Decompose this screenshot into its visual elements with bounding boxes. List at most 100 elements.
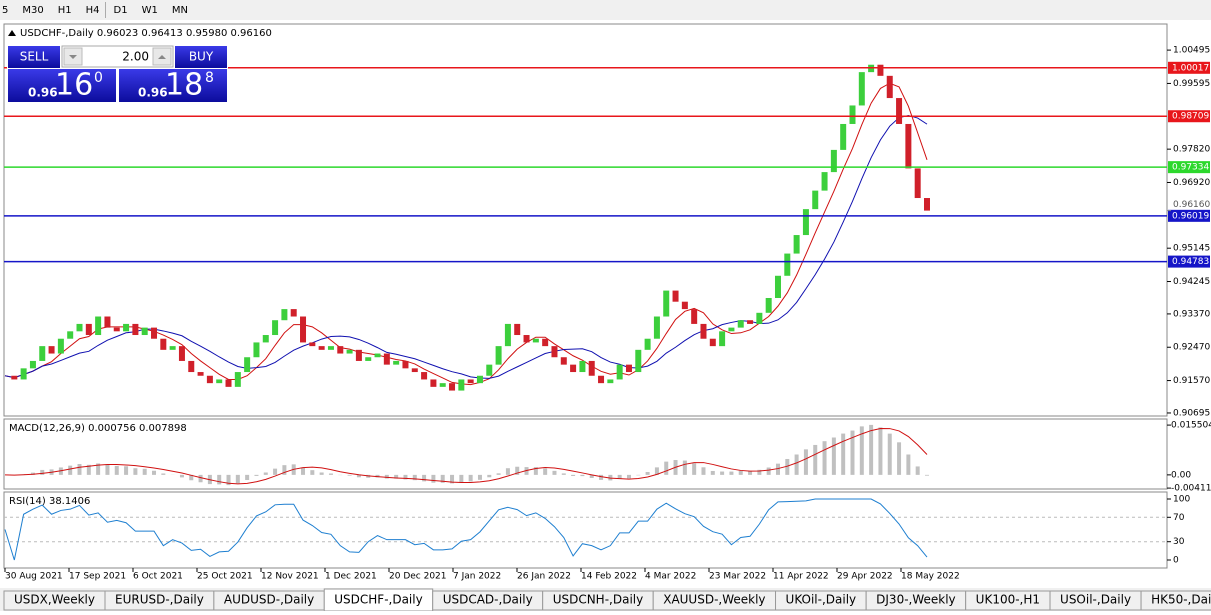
x-tick-label: 1 Dec 2021 <box>325 572 377 582</box>
ask-pips: 18 <box>165 68 203 103</box>
candle <box>393 361 399 365</box>
y-tick-label: 0.99595 <box>1173 79 1210 89</box>
macd-bar <box>692 463 696 475</box>
macd-bar <box>264 472 268 474</box>
candle <box>170 346 176 350</box>
candle <box>123 324 129 331</box>
candle <box>300 317 306 343</box>
tab-label: HK50-,Daily <box>1151 593 1211 607</box>
timeframe[interactable]: H1 <box>58 5 72 16</box>
macd-bar <box>348 475 352 476</box>
tab-label: USDCNH-,Daily <box>553 593 644 607</box>
trade-panel: SELL 2.00 BUY 0.96 16 0 0.96 18 8 <box>7 45 228 103</box>
candle <box>375 354 381 358</box>
candle <box>822 172 828 191</box>
x-tick-label: 25 Oct 2021 <box>197 572 253 582</box>
macd-bar <box>646 472 650 475</box>
x-tick-label: 12 Nov 2021 <box>261 572 319 582</box>
macd-bar <box>320 472 324 474</box>
timeframe[interactable]: M30 <box>22 5 43 16</box>
level-label: 0.97334 <box>1172 163 1209 173</box>
candle <box>402 361 408 368</box>
candle <box>794 235 800 254</box>
macd-bar <box>385 475 389 479</box>
candle <box>905 124 911 168</box>
macd-bar <box>422 475 426 481</box>
macd-bar <box>40 470 44 475</box>
candle <box>188 361 194 372</box>
candle <box>430 379 436 386</box>
candle <box>551 346 557 357</box>
macd-label: MACD(12,26,9) 0.000756 0.007898 <box>9 423 187 434</box>
candle <box>160 339 166 350</box>
x-tick-label: 6 Oct 2021 <box>133 572 183 582</box>
macd-bar <box>664 462 668 475</box>
timeframe[interactable]: W1 <box>142 5 158 16</box>
tab-label: USDX,Weekly <box>14 593 95 607</box>
tab-label: UK100-,H1 <box>976 593 1040 607</box>
candle <box>887 76 893 98</box>
candle <box>253 342 259 357</box>
macd-bar <box>888 434 892 475</box>
macd-bar <box>254 475 258 476</box>
y-tick-label: 0.91570 <box>1173 376 1210 386</box>
level-label: 0.98709 <box>1172 112 1209 122</box>
macd-bar <box>199 475 203 482</box>
x-tick-label: 11 Apr 2022 <box>773 572 829 582</box>
candle <box>626 365 632 372</box>
candle <box>533 339 539 343</box>
macd-bar <box>236 475 240 483</box>
macd-bar <box>105 464 109 474</box>
candle <box>607 379 613 383</box>
candle <box>114 328 120 332</box>
candle <box>142 328 148 335</box>
candle <box>570 365 576 372</box>
timeframe[interactable]: H4 <box>86 5 100 16</box>
candle <box>291 309 297 316</box>
timeframe[interactable]: MN <box>172 5 188 16</box>
y-tick-label: 1.00495 <box>1173 46 1210 56</box>
y-tick-label: -0.004118 <box>1171 484 1211 494</box>
macd-bar <box>627 475 631 479</box>
macd-bar <box>143 469 147 475</box>
candle <box>877 65 883 76</box>
buy-text: BUY <box>189 50 214 64</box>
candle <box>589 361 595 376</box>
macd-bar <box>124 466 128 475</box>
y-tick-label: 0.90695 <box>1173 408 1210 418</box>
timeframe[interactable]: D1 <box>114 5 128 16</box>
candle <box>803 209 809 235</box>
candle <box>309 342 315 346</box>
timeframe[interactable]: 5 <box>2 5 8 16</box>
candle <box>337 346 343 353</box>
candle <box>840 124 846 150</box>
candle <box>691 309 697 324</box>
macd-bar <box>599 475 603 480</box>
candle <box>226 379 232 386</box>
y-tick-label: 0.015504 <box>1171 421 1211 431</box>
rsi-label: RSI(14) 38.1406 <box>9 496 90 507</box>
tab-label: EURUSD-,Daily <box>115 593 204 607</box>
tab-label: UKOil-,Daily <box>786 593 857 607</box>
candle <box>440 383 446 387</box>
macd-bar <box>683 461 687 475</box>
candle <box>67 331 73 338</box>
macd-bar <box>897 442 901 475</box>
candle <box>21 368 27 379</box>
macd-bar <box>329 474 333 475</box>
candle <box>235 372 241 387</box>
macd-bar <box>869 425 873 475</box>
x-tick-label: 30 Aug 2021 <box>5 572 63 582</box>
tab-label: DJ30-,Weekly <box>876 593 956 607</box>
candle <box>49 346 55 353</box>
macd-bar <box>832 438 836 475</box>
candle <box>104 317 110 328</box>
macd-bar <box>823 441 827 475</box>
macd-bar <box>469 475 473 482</box>
macd-bar <box>180 475 184 478</box>
y-tick-label: 0.97820 <box>1173 145 1210 155</box>
macd-bar <box>217 475 221 485</box>
candle <box>468 379 474 383</box>
candle <box>524 335 530 342</box>
